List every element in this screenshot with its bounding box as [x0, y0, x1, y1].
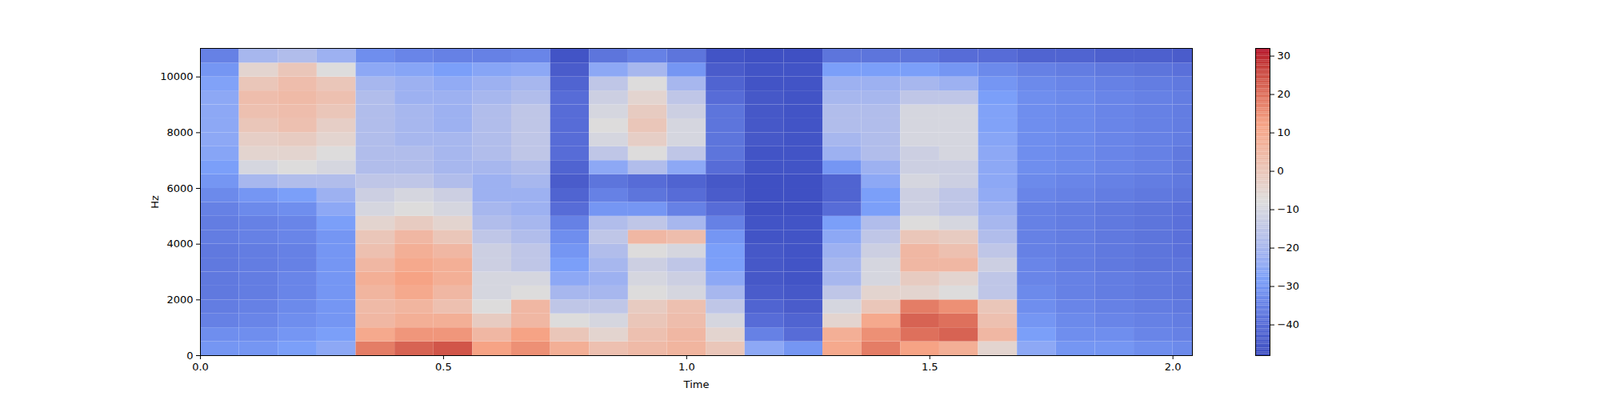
svg-text:10000: 10000	[160, 70, 193, 83]
svg-text:0: 0	[186, 349, 193, 362]
svg-text:6000: 6000	[166, 182, 193, 195]
svg-text:Time: Time	[683, 378, 710, 391]
svg-text:0.0: 0.0	[192, 360, 209, 373]
svg-text:30: 30	[1277, 49, 1292, 62]
svg-text:20: 20	[1277, 88, 1292, 100]
svg-text:2.0: 2.0	[1164, 360, 1182, 373]
svg-text:−10: −10	[1277, 203, 1300, 216]
svg-text:−30: −30	[1277, 280, 1300, 292]
svg-text:Hz: Hz	[148, 195, 161, 209]
svg-text:0: 0	[1277, 164, 1284, 177]
svg-text:0.5: 0.5	[435, 360, 452, 373]
svg-text:1.0: 1.0	[678, 360, 696, 373]
svg-text:10: 10	[1277, 126, 1292, 139]
svg-text:2000: 2000	[166, 293, 193, 306]
svg-text:8000: 8000	[166, 126, 193, 139]
svg-text:1.5: 1.5	[921, 360, 939, 373]
svg-text:4000: 4000	[166, 237, 193, 250]
svg-text:−20: −20	[1277, 241, 1300, 254]
svg-text:−40: −40	[1277, 318, 1300, 331]
